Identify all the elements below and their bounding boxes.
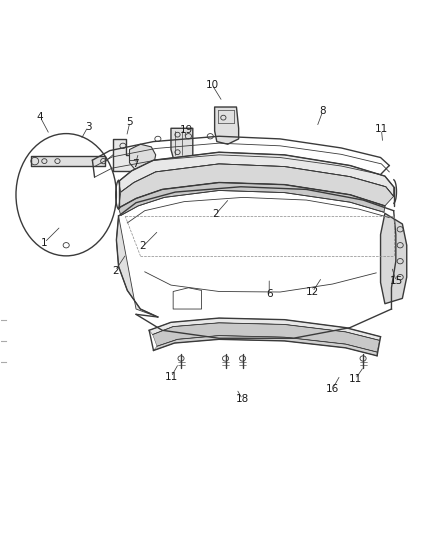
Polygon shape: [119, 164, 394, 208]
Text: 16: 16: [326, 384, 339, 394]
Text: 4: 4: [37, 111, 43, 122]
Polygon shape: [153, 336, 377, 356]
Polygon shape: [113, 139, 135, 171]
Polygon shape: [119, 182, 385, 215]
Text: 2: 2: [212, 209, 219, 220]
Text: 6: 6: [266, 289, 272, 299]
Text: 5: 5: [127, 117, 133, 127]
Text: 19: 19: [180, 125, 193, 135]
Text: 18: 18: [236, 394, 249, 405]
Polygon shape: [149, 318, 381, 341]
Polygon shape: [117, 216, 158, 317]
Polygon shape: [171, 128, 193, 160]
Text: 2: 2: [112, 266, 118, 276]
Text: 3: 3: [85, 122, 92, 132]
Polygon shape: [381, 213, 407, 304]
Polygon shape: [215, 107, 239, 144]
Polygon shape: [31, 156, 106, 166]
Polygon shape: [119, 152, 394, 196]
Polygon shape: [130, 144, 155, 172]
Text: 11: 11: [349, 374, 362, 384]
Text: 7: 7: [132, 159, 138, 169]
Polygon shape: [152, 323, 380, 352]
Text: 1: 1: [41, 238, 48, 247]
Text: 15: 15: [390, 277, 403, 286]
Text: 2: 2: [140, 241, 146, 251]
Text: 11: 11: [375, 124, 388, 134]
Text: 10: 10: [205, 80, 219, 90]
Text: 12: 12: [306, 287, 319, 297]
Text: 11: 11: [164, 372, 177, 382]
Text: 8: 8: [320, 106, 326, 116]
